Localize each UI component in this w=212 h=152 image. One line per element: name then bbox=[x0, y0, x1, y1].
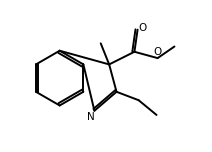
Text: N: N bbox=[87, 112, 95, 122]
Text: O: O bbox=[138, 23, 146, 33]
Text: O: O bbox=[153, 47, 162, 57]
